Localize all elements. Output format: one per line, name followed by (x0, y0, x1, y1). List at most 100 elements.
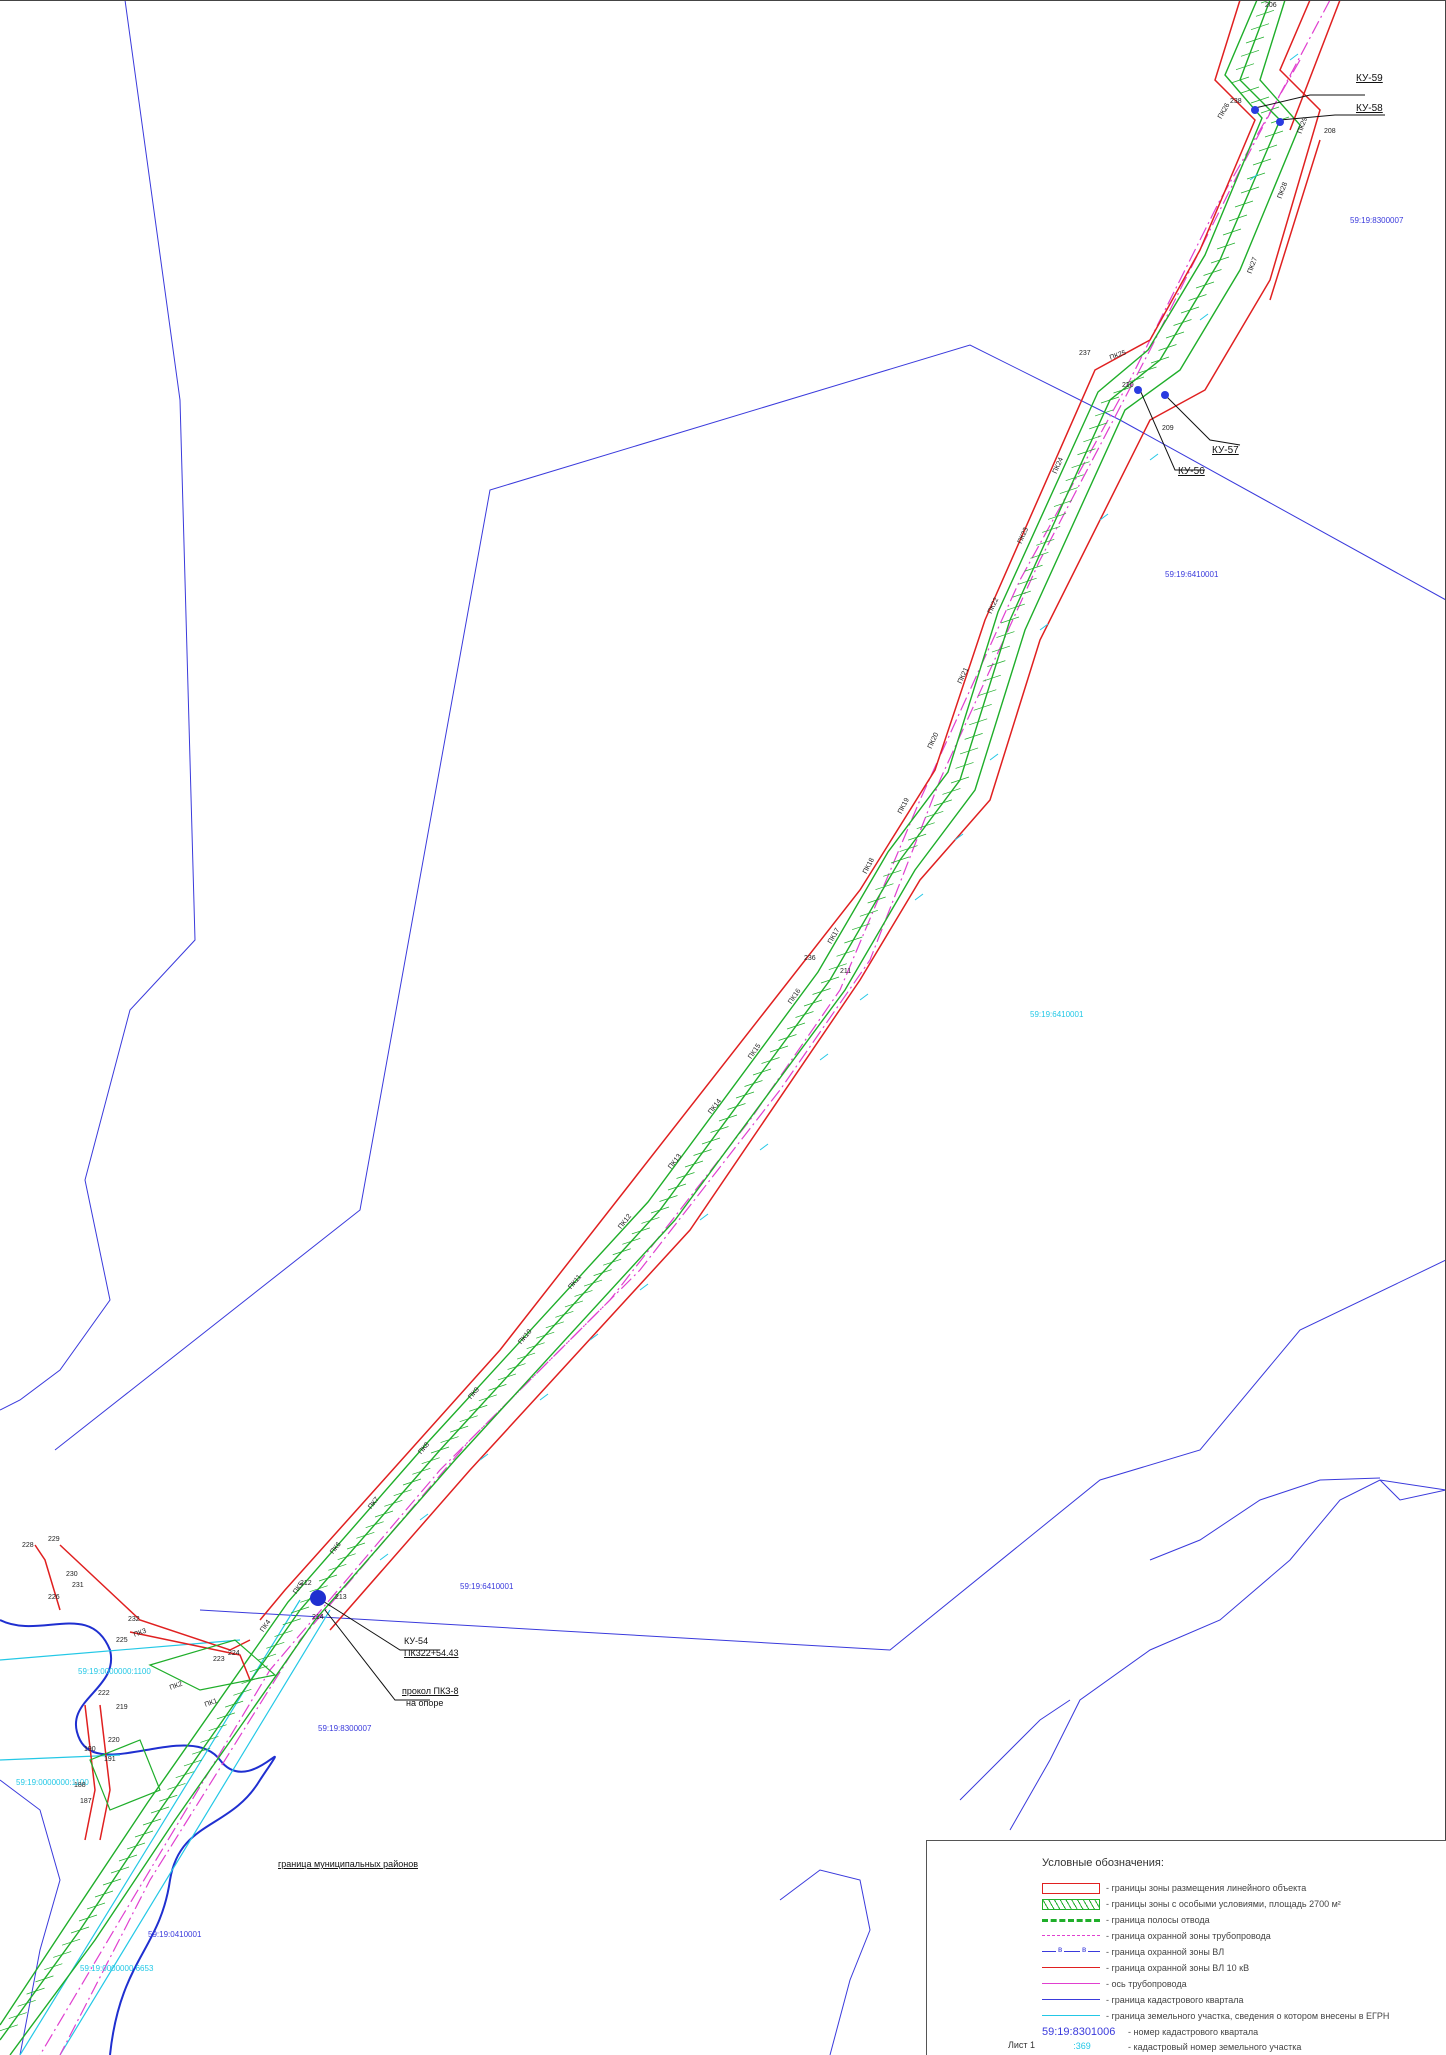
hatch-stroke (883, 870, 902, 877)
boundary-central (54, 344, 1446, 1451)
legend-symbol-magenta-dashdot (1042, 1930, 1100, 1942)
point-number: 213 (335, 1594, 347, 1601)
cadastral-label: 59:19:0000000:1100 (78, 1667, 151, 1676)
hatch-stroke (402, 1478, 422, 1486)
hatch-stroke (488, 1384, 507, 1391)
point-number: 222 (98, 1690, 110, 1697)
hatch-stroke (208, 1724, 227, 1731)
hatch-stroke (126, 1842, 146, 1850)
point-number: 226 (48, 1594, 60, 1601)
legend-label: - границы зоны размещения линейного объе… (1106, 1883, 1307, 1893)
hatch-stroke (973, 703, 992, 711)
hatch-stroke (1180, 306, 1200, 314)
hatch-stroke (676, 1172, 695, 1179)
hatch-stroke (836, 950, 855, 957)
hatch-stroke (1240, 50, 1260, 57)
hatch-stroke (374, 1510, 394, 1518)
hatch-stroke (216, 1712, 235, 1720)
legend-symbol-red-box (1042, 1882, 1100, 1894)
boundary-lake (779, 1869, 871, 2055)
legend-item: - граница кадастрового квартала (1042, 1993, 1243, 2007)
legend-item: - граница охранной зоны ВЛ 10 кВ (1042, 1961, 1249, 1975)
legend-symbol-green-dashed (1042, 1914, 1100, 1926)
point-number: 236 (804, 955, 816, 962)
point-number: 238 (1230, 98, 1242, 105)
hatch-stroke (1095, 409, 1114, 417)
cyan-line-3 (59, 1609, 331, 2055)
point-number: 228 (22, 1542, 34, 1549)
hatch-stroke (1222, 228, 1242, 236)
hatch-stroke (393, 1489, 412, 1496)
survey-marks (379, 53, 1299, 1561)
hatch-stroke (175, 1771, 194, 1779)
hatch-stroke (1210, 256, 1230, 264)
hatch-stroke (916, 822, 935, 830)
hatch-stroke (233, 1689, 252, 1696)
legend-label: - номер кадастрового квартала (1128, 2027, 1259, 2037)
hatch-stroke (564, 1300, 584, 1308)
callout-ku59: КУ-59 (1356, 73, 1383, 84)
red-spur-1 (34, 1544, 61, 1611)
hatch-stroke (574, 1290, 593, 1297)
hatch-stroke (309, 1585, 328, 1592)
survey-mark (699, 1213, 709, 1221)
survey-mark (954, 833, 964, 841)
boundary-lower-west (0, 1779, 61, 2055)
hatch-stroke (1264, 130, 1284, 138)
hatch-stroke (659, 1195, 678, 1202)
hatch-stroke (752, 1068, 772, 1076)
hatch-stroke (70, 1926, 90, 1934)
legend-label: - ось трубопровода (1106, 1979, 1187, 1989)
hatch-stroke (727, 1103, 746, 1110)
point-number: 232 (128, 1616, 140, 1623)
hatch-stroke (1053, 500, 1073, 507)
hatch-stroke (1234, 200, 1254, 208)
legend-item: - граница земельного участка, сведения о… (1042, 2009, 1389, 2023)
spur-hatch (89, 1639, 277, 1811)
legend-label: - кадастровый номер земельного участка (1128, 2042, 1302, 2052)
survey-mark (1149, 453, 1159, 461)
hatch-stroke (384, 1500, 403, 1507)
hatch-stroke (430, 1446, 450, 1454)
point-number: 237 (1079, 350, 1091, 357)
hatch-stroke (769, 1045, 789, 1053)
hatch-stroke (536, 1331, 555, 1339)
boundary-southeast (1009, 1479, 1446, 1831)
node-ku54 (310, 1590, 326, 1606)
district-boundary-label: граница муниципальных районов (278, 1859, 418, 1869)
hatch-stroke (867, 896, 886, 904)
legend-symbol-quarter-number: 59:19:8301006 (1042, 2026, 1116, 2038)
hatch-stroke (469, 1404, 488, 1412)
hatch-stroke (142, 1818, 162, 1826)
survey-mark (989, 753, 999, 761)
hatch-stroke (159, 1794, 178, 1802)
hatch-stroke (290, 1606, 310, 1614)
node-ku59 (1251, 106, 1259, 114)
hatch-stroke (1252, 158, 1272, 166)
point-number: 187 (80, 1798, 92, 1805)
point-number: 223 (213, 1656, 225, 1663)
survey-mark (419, 1513, 429, 1521)
hatch-stroke (459, 1415, 478, 1423)
red-outline-west (259, 0, 1256, 1621)
hatch-stroke (1150, 356, 1170, 364)
legend-title: Условные обозначения: (1042, 1857, 1164, 1869)
hatch-stroke (583, 1279, 603, 1287)
cadastral-label: 59:19:0410001 (148, 1930, 202, 1939)
magenta-line-1 (59, 0, 1331, 2055)
band-hatching (0, 0, 1290, 2032)
cyan-line-1 (0, 1639, 241, 1661)
callout-ku54: КУ-54 (404, 1636, 429, 1646)
cadastral-label: 59:19:6410001 (460, 1582, 514, 1591)
legend-label: - граница охранной зоны ВЛ 10 кВ (1106, 1963, 1250, 1973)
hatch-stroke (1258, 144, 1278, 152)
survey-mark (859, 993, 869, 1001)
hatch-stroke (78, 1914, 98, 1922)
hatch-stroke (631, 1227, 650, 1235)
boundary-west (0, 0, 196, 1411)
legend-symbol-parcel-number: :369 (1073, 2041, 1091, 2051)
survey-mark (914, 893, 924, 901)
hatch-stroke (318, 1574, 338, 1582)
hatch-stroke (820, 976, 840, 984)
